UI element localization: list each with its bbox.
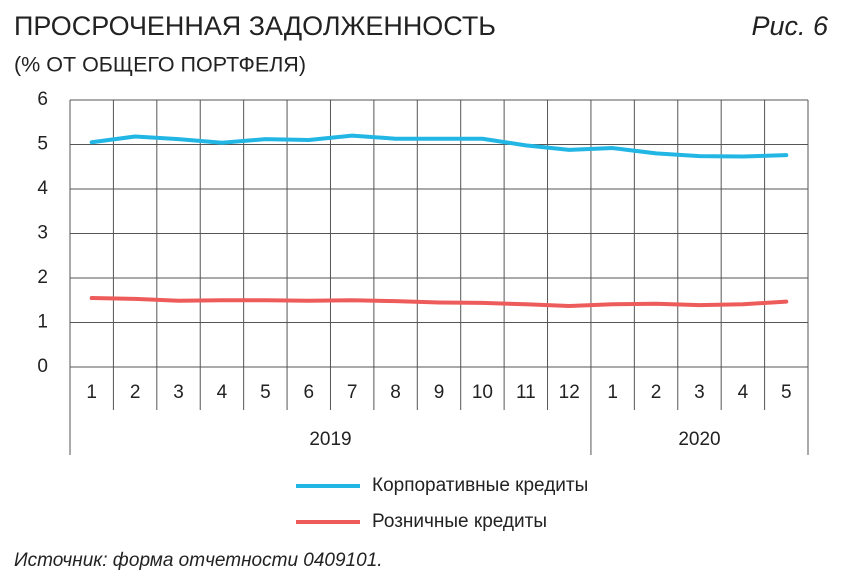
x-tick-label: 8: [390, 382, 401, 403]
x-tick-label: 12: [559, 382, 580, 403]
x-tick-label: 2: [130, 382, 141, 403]
figure-label: Рис. 6: [751, 11, 829, 41]
legend-label: Розничные кредиты: [372, 511, 547, 532]
x-tick-label: 6: [303, 382, 314, 403]
year-label: 2020: [678, 429, 720, 450]
chart-subtitle: (% ОТ ОБЩЕГО ПОРТФЕЛЯ): [14, 54, 306, 77]
y-tick-label: 4: [37, 178, 48, 199]
y-tick-label: 2: [37, 267, 48, 288]
source-note: Источник: форма отчетности 0409101.: [14, 550, 383, 571]
x-tick-label: 9: [434, 382, 445, 403]
y-tick-label: 6: [37, 89, 48, 110]
x-tick-label: 1: [86, 382, 97, 403]
x-tick-label: 11: [516, 382, 536, 403]
chart-title: ПРОСРОЧЕННАЯ ЗАДОЛЖЕННОСТЬ: [14, 11, 496, 41]
x-tick-label: 5: [260, 382, 271, 403]
x-tick-label: 5: [781, 382, 792, 403]
y-tick-label: 3: [37, 223, 48, 244]
legend-label: Корпоративные кредиты: [372, 475, 588, 496]
x-tick-label: 3: [694, 382, 705, 403]
x-tick-label: 4: [738, 382, 749, 403]
x-tick-label: 3: [173, 382, 184, 403]
year-label: 2019: [309, 429, 351, 450]
x-tick-label: 7: [347, 382, 358, 403]
y-tick-label: 5: [37, 134, 48, 155]
x-tick-label: 1: [607, 382, 618, 403]
y-tick-label: 1: [37, 312, 48, 333]
x-tick-label: 10: [472, 382, 493, 403]
series-line: [89, 133, 789, 159]
x-tick-label: 2: [651, 382, 662, 403]
y-tick-label: 0: [37, 356, 48, 377]
x-tick-label: 4: [217, 382, 228, 403]
series-line: [89, 296, 789, 309]
